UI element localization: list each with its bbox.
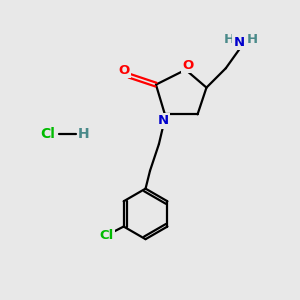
Text: Cl: Cl bbox=[40, 127, 55, 141]
Text: H: H bbox=[246, 33, 257, 46]
Text: O: O bbox=[182, 59, 194, 72]
Text: Cl: Cl bbox=[100, 229, 114, 242]
Text: O: O bbox=[118, 64, 130, 77]
Text: N: N bbox=[234, 36, 245, 49]
Text: N: N bbox=[158, 114, 169, 128]
Text: H: H bbox=[77, 127, 89, 141]
Text: H: H bbox=[224, 33, 235, 46]
